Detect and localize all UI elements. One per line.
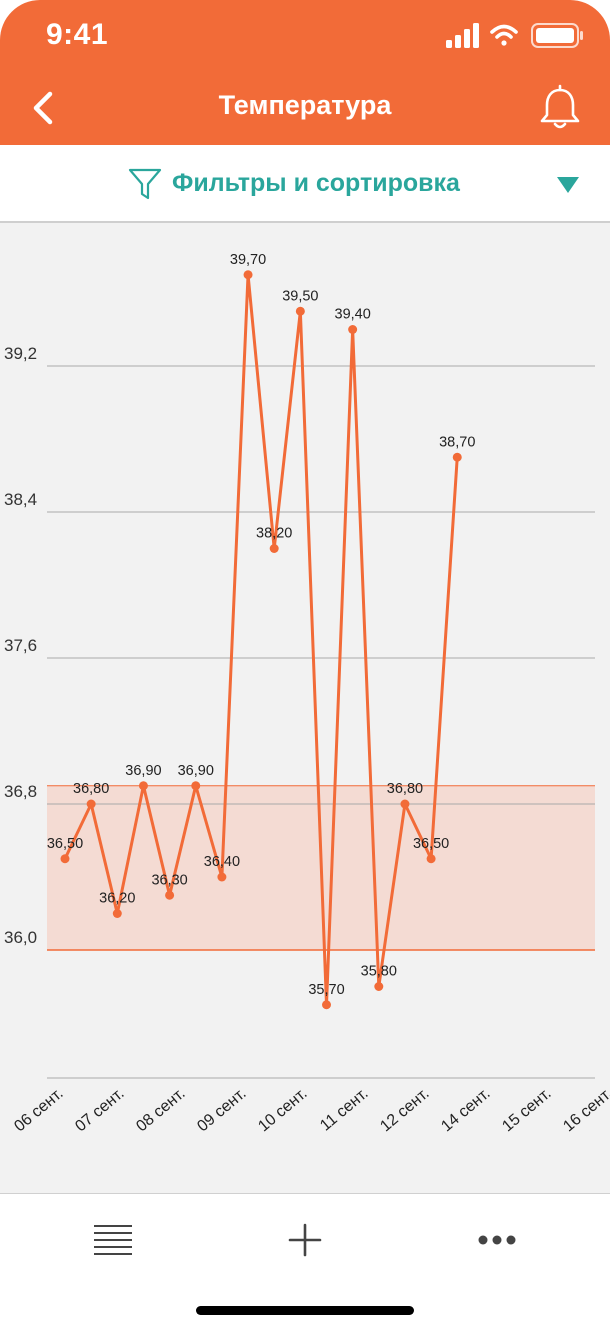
data-label: 36,80 <box>387 781 423 797</box>
data-label: 35,80 <box>361 964 397 980</box>
data-point <box>400 799 410 809</box>
more-dots-icon <box>478 1235 516 1245</box>
plus-icon <box>288 1223 322 1257</box>
list-button[interactable] <box>85 1220 141 1260</box>
data-label: 36,50 <box>413 836 449 852</box>
data-label: 36,40 <box>204 854 240 870</box>
data-label: 38,70 <box>439 434 475 450</box>
data-point <box>217 872 227 882</box>
x-tick-label: 10 сент. <box>255 1085 310 1135</box>
wifi-icon <box>490 24 518 46</box>
x-tick-label: 15 сент. <box>499 1085 554 1135</box>
data-label: 36,90 <box>125 763 161 779</box>
x-tick-label: 09 сент. <box>194 1085 249 1135</box>
temperature-chart: 39,2 38,4 37,6 36,8 36,0 06 сент. 07 сент. 08 с… <box>0 223 610 1193</box>
data-label: 38,20 <box>256 526 292 542</box>
notifications-button[interactable] <box>538 84 582 132</box>
data-point <box>191 781 201 791</box>
x-tick-label: 11 сент. <box>317 1085 371 1135</box>
x-tick-label: 07 сент. <box>72 1085 127 1135</box>
data-point <box>295 306 305 316</box>
data-point <box>165 890 175 900</box>
data-point <box>374 982 384 991</box>
data-point <box>322 1000 331 1010</box>
status-icons <box>446 23 583 48</box>
funnel-icon <box>128 168 162 200</box>
x-tick-label: 16 сент. <box>560 1085 610 1135</box>
bell-icon <box>540 84 580 129</box>
data-label: 36,20 <box>99 891 135 907</box>
home-indicator <box>196 1306 414 1315</box>
filter-sort-label: Фильтры и сортировка <box>172 169 460 197</box>
y-tick-label: 39,2 <box>4 344 37 363</box>
y-tick-label: 36,0 <box>4 928 37 947</box>
data-point <box>269 544 279 553</box>
data-label: 39,50 <box>282 288 318 304</box>
y-tick-label: 38,4 <box>4 490 37 509</box>
app-header: 9:41 Температура <box>0 0 610 145</box>
bottom-toolbar <box>0 1193 610 1319</box>
y-tick-label: 37,6 <box>4 636 37 655</box>
back-button[interactable] <box>26 84 70 132</box>
data-label: 35,70 <box>308 982 344 998</box>
data-label: 36,80 <box>73 781 109 797</box>
chart-svg: 39,2 38,4 37,6 36,8 36,0 06 сент. 07 сент. 08 с… <box>4 252 610 1136</box>
data-point <box>426 854 436 864</box>
status-time: 9:41 <box>46 18 109 51</box>
data-label: 36,90 <box>178 763 214 779</box>
y-tick-label: 36,8 <box>4 782 37 801</box>
data-point <box>452 452 462 462</box>
data-point <box>348 325 358 334</box>
x-tick-label: 08 сент. <box>133 1085 188 1135</box>
add-button[interactable] <box>277 1220 333 1260</box>
page-title: Температура <box>218 90 392 120</box>
list-icon <box>94 1225 132 1255</box>
signal-icon <box>446 23 479 48</box>
data-point <box>138 781 148 791</box>
data-label: 36,30 <box>151 872 187 888</box>
data-label: 39,40 <box>335 307 371 323</box>
data-label: 39,70 <box>230 252 266 268</box>
data-label: 36,50 <box>47 836 83 852</box>
temperature-line <box>63 273 459 1007</box>
more-button[interactable] <box>469 1220 525 1260</box>
battery-icon <box>531 23 583 48</box>
data-point <box>60 854 70 864</box>
x-tick-label: 14 сент. <box>438 1085 493 1135</box>
filter-sort-bar[interactable]: Фильтры и сортировка <box>0 145 610 223</box>
x-tick-label: 06 сент. <box>11 1085 66 1135</box>
data-point <box>112 909 122 918</box>
data-point <box>86 799 96 809</box>
x-tick-label: 12 сент. <box>377 1085 432 1135</box>
triangle-down-icon <box>557 177 579 193</box>
data-point <box>243 270 253 280</box>
chevron-left-icon <box>33 91 53 125</box>
